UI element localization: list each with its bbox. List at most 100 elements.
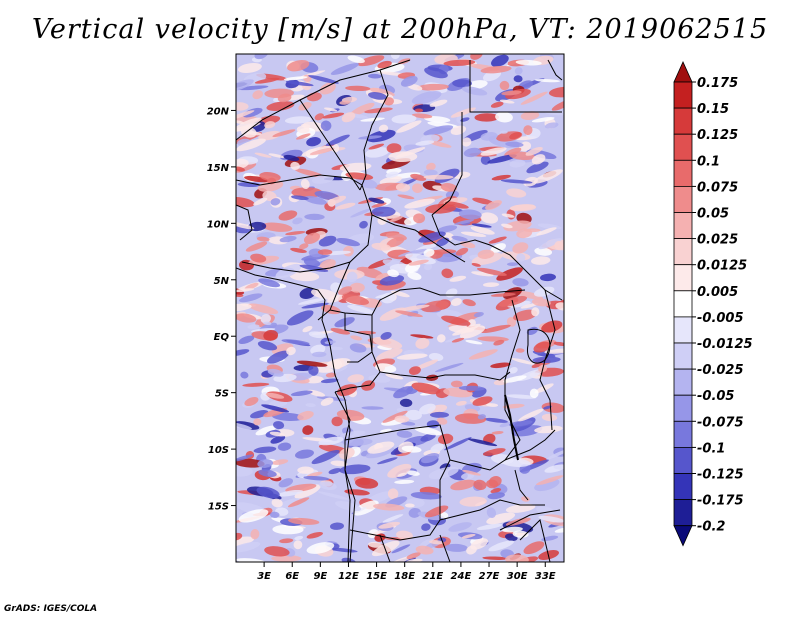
field-cell <box>451 235 468 242</box>
field-cell <box>257 459 274 468</box>
field-cell <box>292 217 303 225</box>
field-cell <box>487 154 517 164</box>
border-line <box>317 261 351 321</box>
field-cell <box>304 213 325 221</box>
field-cell <box>330 63 360 75</box>
border-line <box>439 534 451 562</box>
field-cell <box>423 125 454 136</box>
colorbar-label: 0.1 <box>697 154 720 169</box>
field-cell <box>338 286 352 295</box>
field-cell <box>407 272 422 280</box>
colorbar-label: 0.175 <box>697 76 738 91</box>
colorbar-swatch <box>673 473 693 501</box>
field-cell <box>353 500 379 516</box>
field-cell <box>238 509 269 523</box>
field-cell <box>410 491 442 500</box>
field-cell <box>488 236 507 244</box>
field-cell <box>414 426 442 436</box>
field-cell <box>482 556 508 560</box>
field-cell <box>389 216 403 223</box>
field-cell <box>264 546 290 557</box>
field-cell <box>455 247 469 256</box>
field-cell <box>486 507 497 518</box>
field-cell <box>455 400 467 406</box>
field-cell <box>237 85 269 91</box>
field-cell <box>284 116 312 124</box>
field-cell <box>302 425 314 435</box>
field-cell <box>512 242 529 254</box>
field-cell <box>303 195 327 205</box>
field-cell <box>296 133 311 140</box>
field-cell <box>523 228 541 233</box>
field-cell <box>299 264 329 272</box>
field-cell <box>329 346 343 351</box>
field-cell <box>345 85 371 92</box>
field-cell <box>387 488 399 500</box>
field-cell <box>391 114 417 124</box>
field-cell <box>382 514 404 523</box>
border-line <box>236 174 363 186</box>
field-cell <box>272 129 296 138</box>
field-cell <box>463 147 482 158</box>
field-cell <box>273 421 285 430</box>
field-cell <box>430 443 444 453</box>
field-cell <box>244 282 259 290</box>
field-cell <box>314 190 339 201</box>
field-cell <box>336 238 361 247</box>
field-cell <box>532 356 561 364</box>
lat-tick-label: EQ <box>214 332 230 343</box>
field-cell <box>404 198 436 209</box>
field-cell <box>448 522 472 532</box>
field-cell <box>268 153 285 158</box>
field-cell <box>436 417 448 425</box>
field-cell <box>308 75 339 84</box>
field-cell <box>415 140 435 146</box>
field-cell <box>290 161 300 170</box>
field-cell <box>314 113 324 121</box>
field-cell <box>236 421 252 430</box>
field-cell <box>270 198 281 206</box>
lat-tick-label: 5S <box>215 389 229 400</box>
field-cell <box>355 177 378 189</box>
field-cell <box>437 225 458 233</box>
field-cell <box>311 288 339 300</box>
field-cell <box>258 278 281 288</box>
colorbar-label: -0.0125 <box>697 337 753 352</box>
field-cell <box>247 303 279 315</box>
colorbar-label: 0.125 <box>697 128 738 143</box>
colorbar-label: -0.025 <box>697 363 744 378</box>
field-cell <box>240 371 249 379</box>
field-cell <box>450 479 477 491</box>
field-cell <box>285 231 306 236</box>
field-cell <box>450 298 462 306</box>
field-cell <box>361 406 384 410</box>
colorbar-label: -0.175 <box>697 494 744 509</box>
lon-tick-label: 33E <box>535 571 556 582</box>
field-cell <box>480 132 498 141</box>
colorbar-swatch <box>673 159 693 187</box>
field-cell <box>271 498 283 508</box>
field-cell <box>368 375 391 383</box>
field-cell <box>264 88 294 99</box>
field-cell <box>511 358 535 365</box>
field-cell <box>258 469 277 478</box>
colorbar-label: 0.005 <box>697 285 738 300</box>
field-cell <box>523 125 533 135</box>
colorbar-swatch <box>673 342 693 370</box>
colorbar-label: -0.05 <box>697 389 734 404</box>
border-line <box>329 287 526 316</box>
field-cell <box>428 352 444 362</box>
field-cell <box>515 290 544 300</box>
field-cell <box>306 137 322 147</box>
field-cell <box>308 365 319 376</box>
field-cell <box>454 219 475 225</box>
field-cell <box>331 359 342 370</box>
field-cell <box>425 203 456 214</box>
colorbar-swatch <box>673 212 693 240</box>
field-cell <box>260 314 272 324</box>
field-cell <box>536 227 557 236</box>
field-cell <box>341 294 369 305</box>
border-line <box>334 315 381 393</box>
field-cell <box>385 171 399 178</box>
field-cell <box>252 90 264 100</box>
